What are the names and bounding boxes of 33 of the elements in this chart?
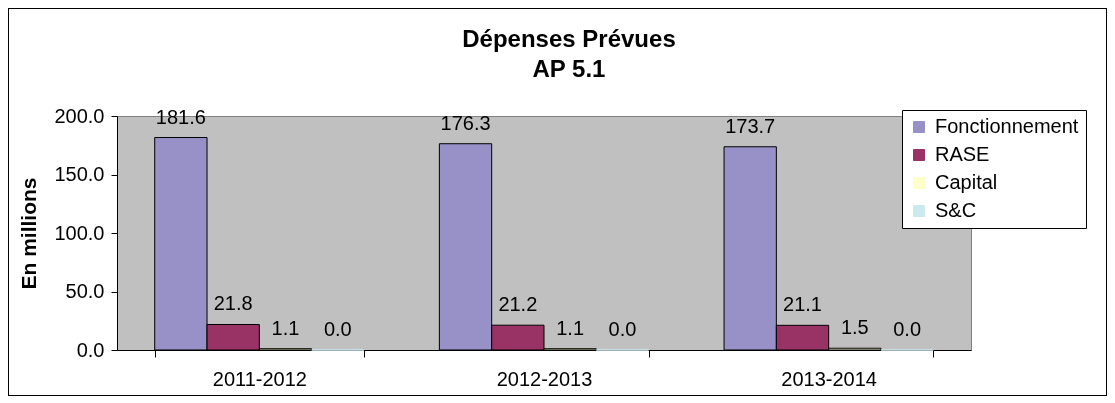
legend-label: Capital <box>935 171 998 193</box>
chart-subtitle: AP 5.1 <box>532 55 606 82</box>
y-tick-label: 0.0 <box>76 338 105 361</box>
y-tick-label: 200.0 <box>54 104 105 127</box>
x-tick-label: 2011-2012 <box>212 367 307 390</box>
data-label: 0.0 <box>608 318 637 340</box>
data-label: 21.2 <box>498 293 538 316</box>
x-tick-label: 2012-2013 <box>496 367 593 390</box>
bar <box>775 324 830 351</box>
data-label: 0.0 <box>323 318 352 340</box>
legend-label: S&C <box>935 199 977 221</box>
data-label: 0.0 <box>893 318 922 340</box>
data-label: 21.1 <box>783 293 822 316</box>
chart-title: Dépenses Prévues <box>462 25 676 52</box>
y-tick-label: 100.0 <box>54 221 105 244</box>
bar <box>723 146 777 351</box>
y-tick-label: 150.0 <box>54 163 105 185</box>
data-label: 1.5 <box>840 316 869 339</box>
bar <box>206 323 260 351</box>
legend-label: Fonctionnement <box>935 115 1079 137</box>
data-label: 173.7 <box>725 114 776 137</box>
bar <box>491 324 545 351</box>
data-label: 1.1 <box>271 316 300 339</box>
data-label: 21.8 <box>213 292 253 315</box>
bar <box>154 137 208 351</box>
x-tick-label: 2013-2014 <box>781 367 877 390</box>
legend-label: RASE <box>935 143 990 165</box>
bar <box>438 143 493 351</box>
data-label: 1.1 <box>556 316 585 339</box>
data-label: 176.3 <box>440 111 491 134</box>
y-axis-title: En millions <box>17 177 41 290</box>
y-tick-label: 50.0 <box>65 280 105 302</box>
data-label: 181.6 <box>155 105 206 128</box>
